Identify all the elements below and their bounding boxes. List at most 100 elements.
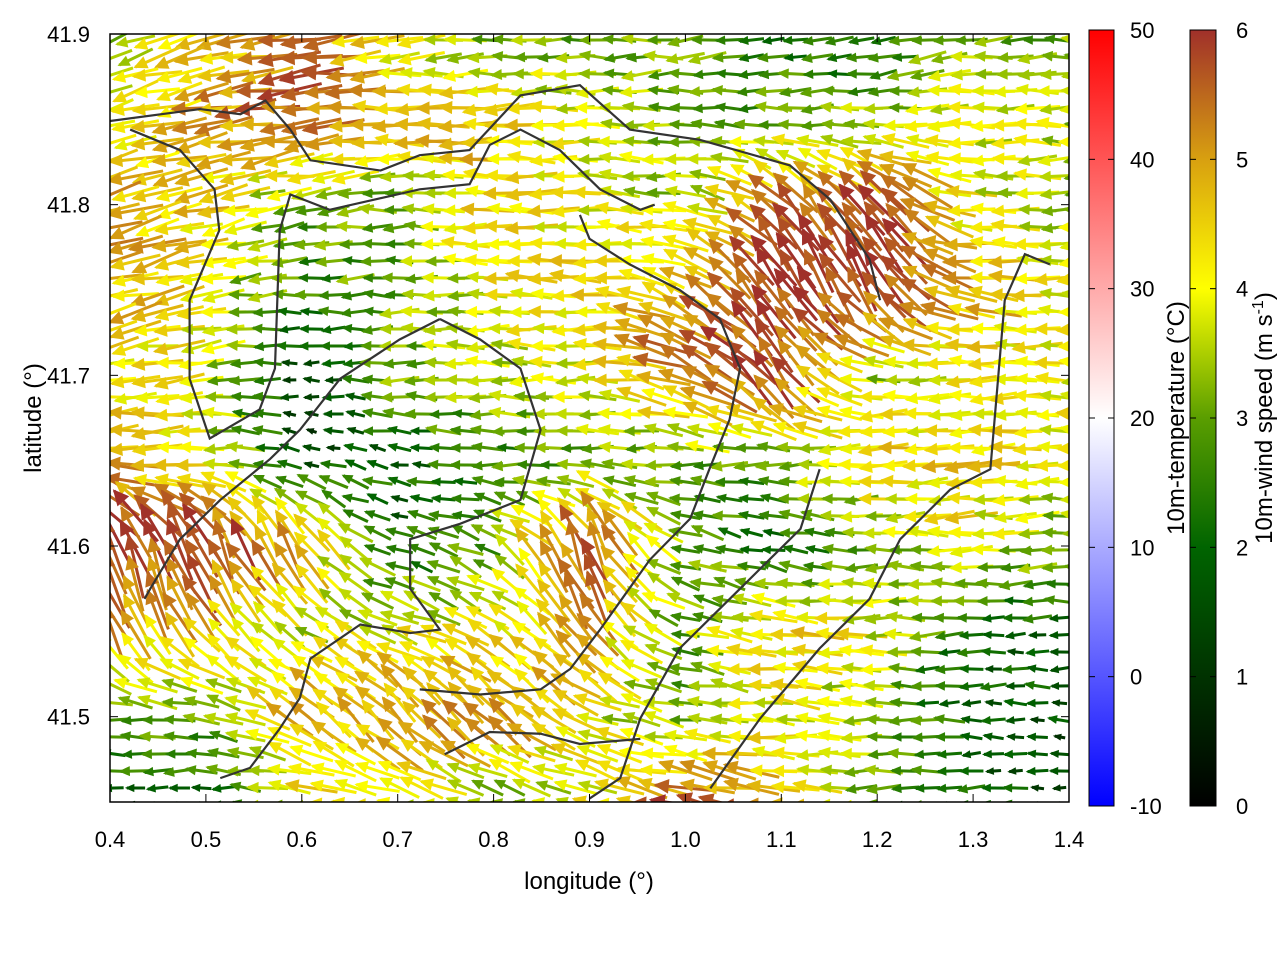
wind-arrow — [424, 424, 462, 436]
wind-arrow — [886, 68, 924, 81]
wind-arrow — [110, 119, 136, 128]
y-axis-label: latitude (°) — [20, 363, 47, 473]
wind-arrow — [1005, 732, 1025, 741]
wind-arrow — [778, 86, 812, 98]
x-axis: 0.4 0.5 0.6 0.7 0.8 0.9 1.0 1.1 1.2 1.3 1.4 — [95, 34, 1084, 852]
wind-arrow — [796, 764, 839, 776]
wind-arrow — [464, 355, 510, 368]
wind-arrow — [689, 184, 726, 202]
wind-arrow — [445, 575, 485, 592]
wind-arrow — [451, 524, 480, 542]
wind-arrow — [968, 375, 1018, 388]
wind-arrow — [442, 253, 488, 267]
wind-arrow — [980, 715, 1006, 725]
wind-arrow — [516, 600, 548, 635]
wind-arrow — [337, 522, 374, 544]
wind-arrow — [795, 386, 840, 408]
wind-arrow — [398, 640, 445, 664]
wind-arrow — [1011, 341, 1063, 354]
wind-arrow — [795, 134, 839, 147]
wind-arrow — [1040, 544, 1069, 556]
wind-arrow — [659, 316, 712, 342]
wind-arrow — [120, 609, 152, 660]
wind-arrow — [639, 747, 687, 760]
x-axis-label: longitude (°) — [524, 868, 654, 895]
wind-arrow — [422, 668, 465, 704]
wind-arrow — [802, 35, 833, 46]
wind-arrow — [841, 157, 882, 195]
wind-arrow — [112, 79, 159, 103]
wind-arrow — [980, 647, 1006, 657]
wind-arrow — [1048, 766, 1069, 776]
wind-arrow — [252, 600, 283, 635]
wind-arrow — [775, 149, 816, 169]
wind-arrow — [1035, 117, 1069, 130]
wind-arrow — [439, 740, 492, 768]
wind-arrow — [1013, 426, 1061, 439]
wind-arrow — [115, 34, 156, 48]
wind-arrow — [418, 740, 469, 768]
wind-arrow — [816, 405, 863, 422]
wind-arrow — [224, 712, 266, 727]
wind-arrow — [704, 230, 755, 258]
wind-arrow — [349, 34, 405, 50]
wind-arrow — [711, 510, 748, 521]
wind-arrow — [240, 148, 295, 171]
wind-arrow — [759, 493, 787, 504]
wind-arrow — [449, 555, 482, 579]
wind-arrow — [515, 563, 549, 605]
wind-arrow — [670, 576, 701, 592]
wind-arrow — [173, 81, 229, 102]
wind-arrow — [1026, 749, 1048, 759]
wind-arrow — [362, 426, 392, 436]
colorbar-tick-label: 1 — [1236, 665, 1248, 690]
wind-arrow — [177, 658, 226, 680]
wind-arrow — [1059, 104, 1069, 114]
wind-arrow — [110, 335, 140, 350]
wind-arrow — [867, 798, 878, 802]
wind-arrow — [302, 393, 320, 401]
wind-arrow — [110, 319, 162, 340]
wind-arrow — [383, 682, 417, 723]
wind-arrow — [319, 341, 347, 351]
wind-arrow — [274, 496, 306, 535]
wind-arrow — [1048, 630, 1069, 640]
wind-arrow — [639, 235, 687, 250]
wind-arrow — [575, 470, 620, 494]
wind-arrow — [135, 340, 179, 352]
wind-arrow — [789, 626, 845, 641]
wind-arrow — [870, 35, 897, 46]
wind-arrow — [666, 441, 704, 453]
wind-arrow — [1072, 733, 1089, 741]
wind-arrow — [530, 372, 577, 385]
wind-arrow — [1063, 52, 1069, 59]
wind-arrow — [770, 780, 820, 794]
wind-arrow — [845, 69, 877, 79]
wind-arrow — [662, 384, 709, 410]
wind-arrow — [289, 152, 334, 168]
wind-arrow — [111, 337, 160, 356]
wind-arrow — [166, 574, 194, 626]
wind-arrow — [775, 231, 817, 290]
wind-arrow — [692, 544, 722, 555]
wind-arrow — [402, 700, 442, 739]
wind-arrow — [1002, 749, 1028, 759]
wind-arrow — [618, 268, 665, 287]
wind-arrow — [110, 560, 126, 614]
wind-arrow — [636, 405, 690, 419]
wind-arrow — [777, 338, 815, 387]
wind-arrow — [981, 630, 1005, 640]
wind-arrow — [565, 519, 585, 580]
wind-arrow — [1012, 389, 1062, 403]
contour-line — [444, 730, 641, 756]
wind-arrow — [840, 662, 882, 674]
wind-arrow — [643, 423, 684, 438]
wind-arrow — [122, 574, 150, 627]
wind-arrow — [471, 779, 504, 797]
wind-arrow — [344, 459, 367, 471]
wind-arrow — [133, 45, 182, 69]
wind-arrow — [1049, 665, 1069, 674]
wind-arrow — [668, 476, 702, 487]
wind-arrow — [110, 319, 138, 332]
wind-arrow — [576, 744, 619, 763]
